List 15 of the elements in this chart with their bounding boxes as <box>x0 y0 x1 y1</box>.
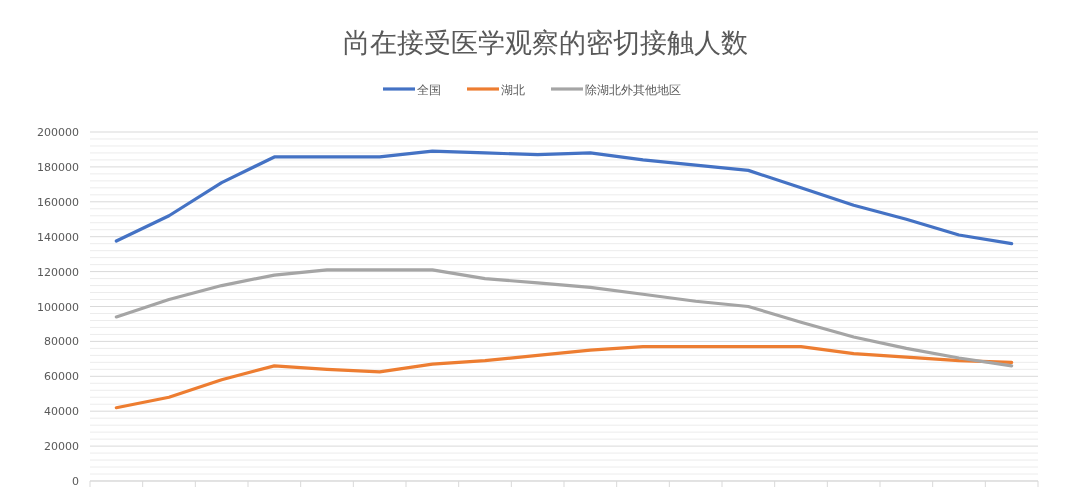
y-tick-label: 180000 <box>37 160 79 174</box>
legend-label: 除湖北外其他地区 <box>585 82 681 97</box>
y-tick-label: 80000 <box>44 335 79 349</box>
y-tick-label: 140000 <box>37 230 79 244</box>
y-tick-label: 160000 <box>37 195 79 209</box>
legend-label: 湖北 <box>501 82 525 97</box>
y-tick-label: 20000 <box>44 440 79 454</box>
y-tick-label: 0 <box>72 475 79 488</box>
y-tick-label: 100000 <box>37 300 79 314</box>
y-tick-label: 60000 <box>44 370 79 384</box>
y-tick-label: 40000 <box>44 405 79 419</box>
y-tick-label: 120000 <box>37 265 79 279</box>
chart-title: 尚在接受医学观察的密切接触人数 <box>342 27 748 58</box>
legend-label: 全国 <box>417 82 441 97</box>
y-tick-label: 200000 <box>37 126 79 139</box>
